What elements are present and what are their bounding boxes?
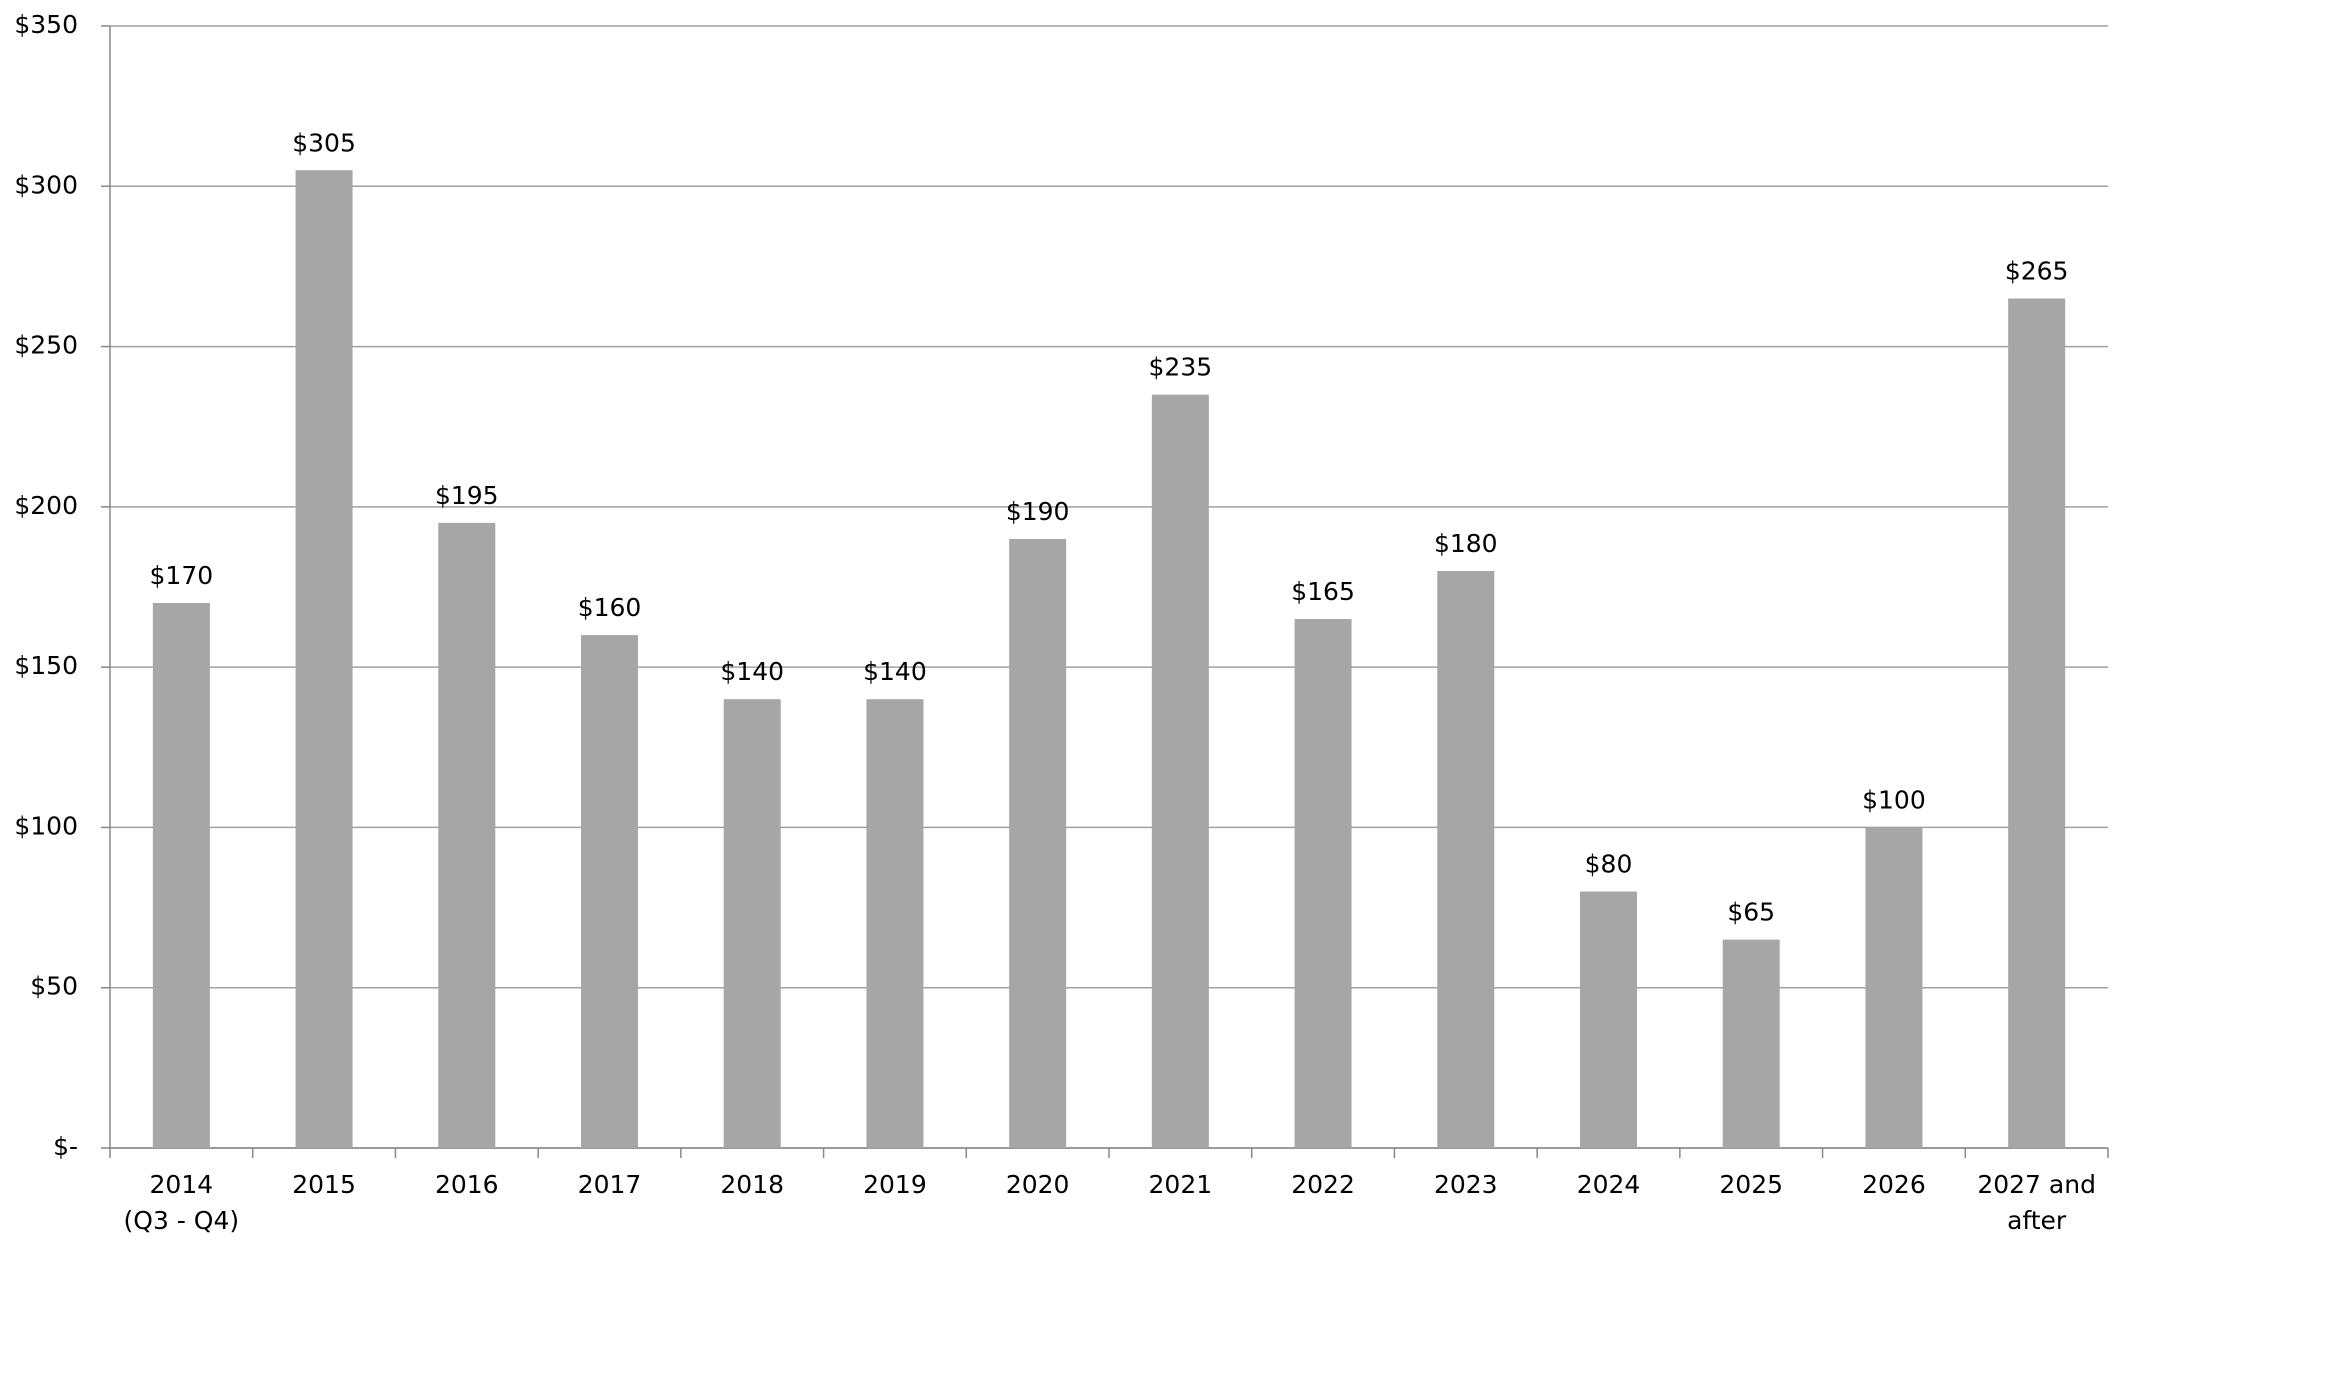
y-tick-label: $- (53, 1132, 78, 1161)
x-tick-label: 2027 and after (1977, 1170, 2096, 1235)
bar (581, 635, 638, 1148)
x-tick-label: 2025 (1719, 1170, 1783, 1199)
data-label: $100 (1862, 785, 1926, 814)
x-tick-label: 2022 (1291, 1170, 1355, 1199)
data-label: $160 (578, 593, 642, 622)
x-tick-label: 2018 (720, 1170, 784, 1199)
bar (152, 603, 210, 1148)
data-label: $170 (150, 561, 214, 590)
bar (866, 699, 924, 1148)
bar (438, 522, 496, 1148)
x-tick-label: 2014 (Q3 - Q4) (124, 1170, 240, 1235)
bar (1865, 827, 1923, 1148)
bar (1722, 939, 1780, 1148)
data-label: $265 (2005, 256, 2069, 285)
x-tick-label: 2023 (1434, 1170, 1498, 1199)
y-tick-label: $100 (14, 811, 78, 840)
bar (295, 170, 353, 1148)
y-tick-label: $200 (14, 491, 78, 520)
data-label: $140 (863, 657, 927, 686)
data-label: $80 (1585, 850, 1633, 879)
x-tick-label: 2021 (1149, 1170, 1213, 1199)
data-label: $235 (1149, 353, 1213, 382)
x-tick-label: 2024 (1577, 1170, 1641, 1199)
bar (723, 699, 781, 1148)
data-label: $305 (292, 128, 356, 157)
bar (1294, 619, 1352, 1148)
data-label: $180 (1434, 529, 1498, 558)
data-label: $165 (1291, 577, 1355, 606)
bar (1580, 891, 1637, 1148)
bar (1009, 538, 1067, 1148)
x-tick-label: 2019 (863, 1170, 927, 1199)
data-label: $65 (1727, 898, 1775, 927)
bar (1437, 570, 1495, 1148)
x-tick-label: 2026 (1862, 1170, 1926, 1199)
y-tick-label: $50 (30, 972, 78, 1001)
y-tick-label: $150 (14, 651, 78, 680)
y-tick-label: $250 (14, 331, 78, 360)
data-label: $140 (720, 657, 784, 686)
data-label: $195 (435, 481, 499, 510)
data-label: $190 (1006, 497, 1070, 526)
x-tick-label: 2020 (1006, 1170, 1070, 1199)
x-tick-label: 2017 (578, 1170, 642, 1199)
y-tick-label: $350 (14, 10, 78, 39)
bar (1151, 394, 1209, 1149)
y-tick-label: $300 (14, 170, 78, 199)
x-tick-label: 2015 (292, 1170, 356, 1199)
bar (2008, 298, 2066, 1148)
x-tick-label: 2016 (435, 1170, 499, 1199)
